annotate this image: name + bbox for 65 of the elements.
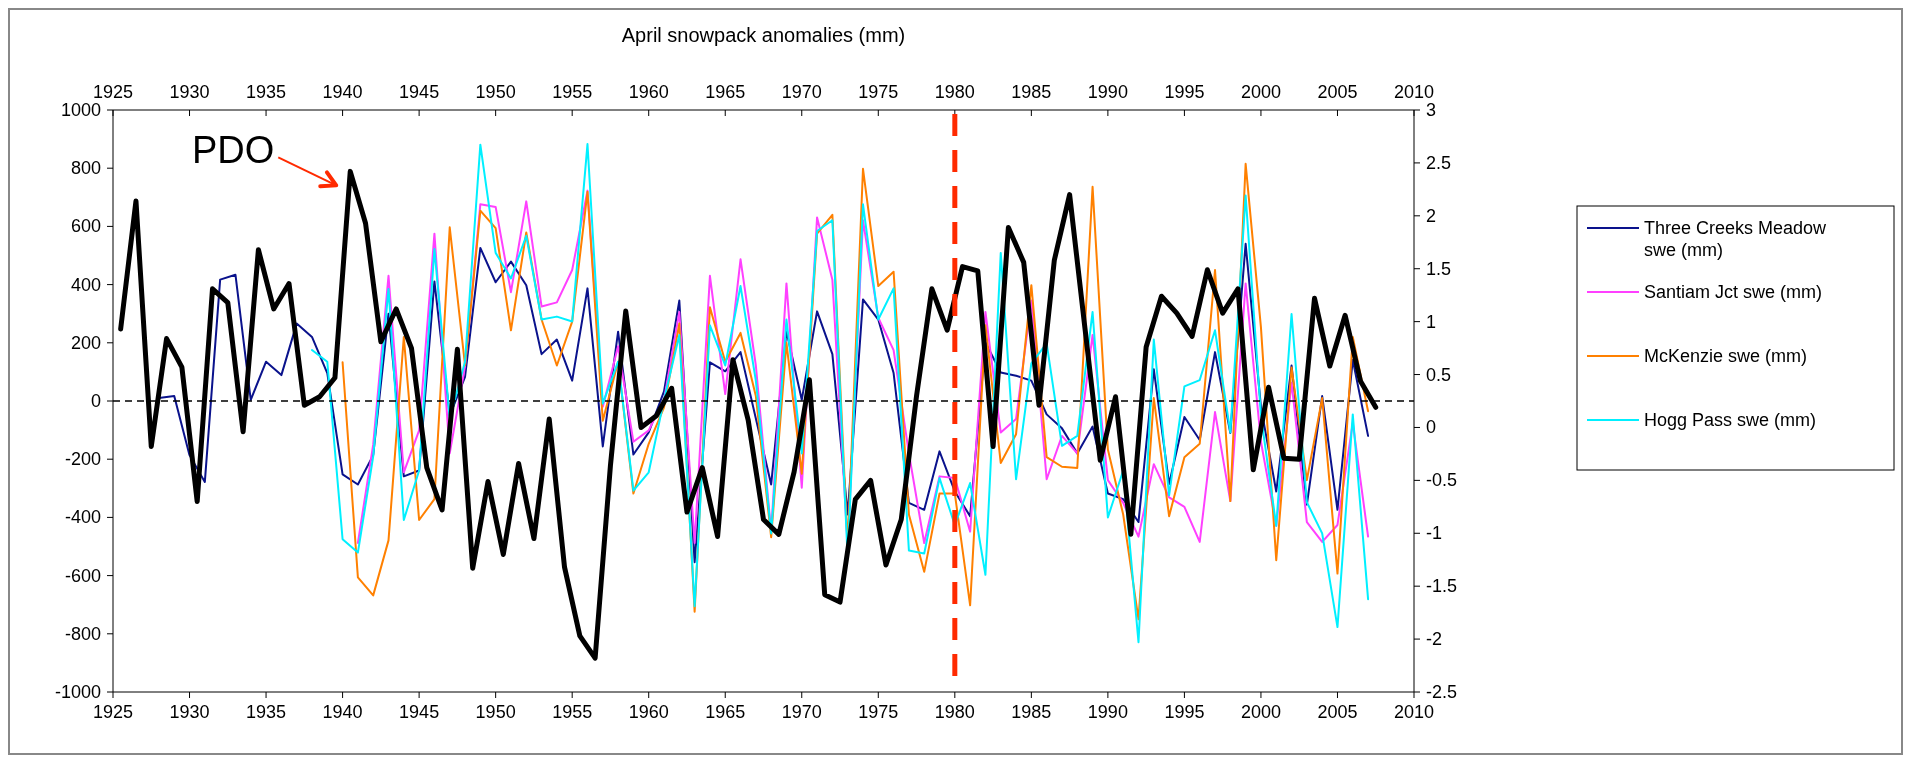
y2-tick-label: -2	[1426, 629, 1443, 650]
legend-label: McKenzie swe (mm)	[1644, 346, 1808, 366]
y-tick-label: -1000	[54, 682, 101, 702]
x-tick-label: 2000	[1240, 82, 1281, 102]
y2-tick-label: 1	[1426, 311, 1437, 332]
x2-tick-label: 1965	[705, 702, 746, 722]
legend-label: Three Creeks Meadow swe (mm)	[1644, 218, 1828, 260]
y2-tick-label: 2	[1426, 205, 1437, 226]
y-tick-label: -600	[64, 565, 101, 586]
x2-tick-label: 1955	[552, 702, 593, 722]
x-tick-label: 1985	[1011, 82, 1052, 102]
y2-tick-label: 1.5	[1426, 258, 1452, 279]
x-tick-label: 2010	[1393, 82, 1435, 102]
x2-tick-label: 1925	[92, 702, 134, 722]
x2-tick-label: 1935	[246, 702, 287, 722]
y2-tick-label: 3	[1426, 100, 1437, 120]
y2-tick-label: 0	[1426, 417, 1437, 438]
y-tick-label: -400	[64, 507, 101, 528]
x-tick-label: 1960	[628, 82, 669, 102]
y2-tick-label: -2.5	[1426, 682, 1458, 702]
x-tick-label: 1955	[552, 82, 593, 102]
x-tick-label: 1930	[169, 82, 210, 102]
x-tick-label: 1925	[92, 82, 134, 102]
x2-tick-label: 1970	[781, 702, 822, 722]
x-tick-label: 1975	[858, 82, 899, 102]
legend-label: Santiam Jct swe (mm)	[1644, 282, 1823, 302]
x2-tick-label: 1985	[1011, 702, 1052, 722]
x2-tick-label: 1945	[399, 702, 440, 722]
y2-tick-label: 2.5	[1426, 152, 1452, 173]
chart-title: April snowpack anomalies (mm)	[621, 24, 906, 46]
x2-tick-label: 2005	[1317, 702, 1358, 722]
x2-tick-label: 1980	[934, 702, 975, 722]
x-tick-label: 1995	[1164, 82, 1205, 102]
x-tick-label: 1950	[475, 82, 516, 102]
y2-tick-label: -0.5	[1426, 470, 1458, 491]
x2-tick-label: 1930	[169, 702, 210, 722]
y-tick-label: 1000	[60, 100, 101, 120]
legend-label: Hogg Pass swe (mm)	[1644, 410, 1817, 430]
y-tick-label: 800	[70, 158, 101, 179]
x-tick-label: 1965	[705, 82, 746, 102]
y2-tick-label: 0.5	[1426, 364, 1452, 385]
x-tick-label: 1980	[934, 82, 975, 102]
x2-tick-label: 1960	[628, 702, 669, 722]
x-tick-label: 1970	[781, 82, 822, 102]
x-tick-label: 1940	[322, 82, 363, 102]
y2-tick-label: -1.5	[1426, 576, 1458, 597]
y-tick-label: 600	[70, 216, 101, 237]
y-tick-label: 400	[70, 274, 101, 295]
y-tick-label: -800	[64, 623, 101, 644]
y-tick-label: 0	[90, 391, 101, 411]
x2-tick-label: 2010	[1393, 702, 1435, 722]
x-tick-label: 2005	[1317, 82, 1358, 102]
y2-tick-label: -1	[1426, 523, 1443, 544]
x-tick-label: 1935	[246, 82, 287, 102]
x-tick-label: 1945	[399, 82, 440, 102]
y-tick-label: 200	[70, 332, 101, 353]
x2-tick-label: 1975	[858, 702, 899, 722]
y-tick-label: -200	[64, 449, 101, 470]
x2-tick-label: 2000	[1240, 702, 1281, 722]
x2-tick-label: 1940	[322, 702, 363, 722]
x2-tick-label: 1995	[1164, 702, 1205, 722]
x2-tick-label: 1990	[1087, 702, 1128, 722]
x2-tick-label: 1950	[475, 702, 516, 722]
series-label: PDO	[191, 129, 275, 172]
x-tick-label: 1990	[1087, 82, 1128, 102]
